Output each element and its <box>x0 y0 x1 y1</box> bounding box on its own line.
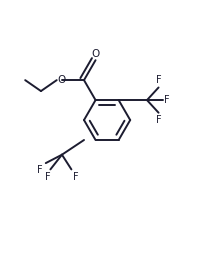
Text: F: F <box>156 115 162 125</box>
Text: O: O <box>91 49 100 59</box>
Text: F: F <box>156 75 162 85</box>
Text: F: F <box>164 95 170 105</box>
Text: F: F <box>37 165 43 175</box>
Text: F: F <box>73 172 79 182</box>
Text: F: F <box>45 172 51 182</box>
Text: O: O <box>58 75 66 85</box>
